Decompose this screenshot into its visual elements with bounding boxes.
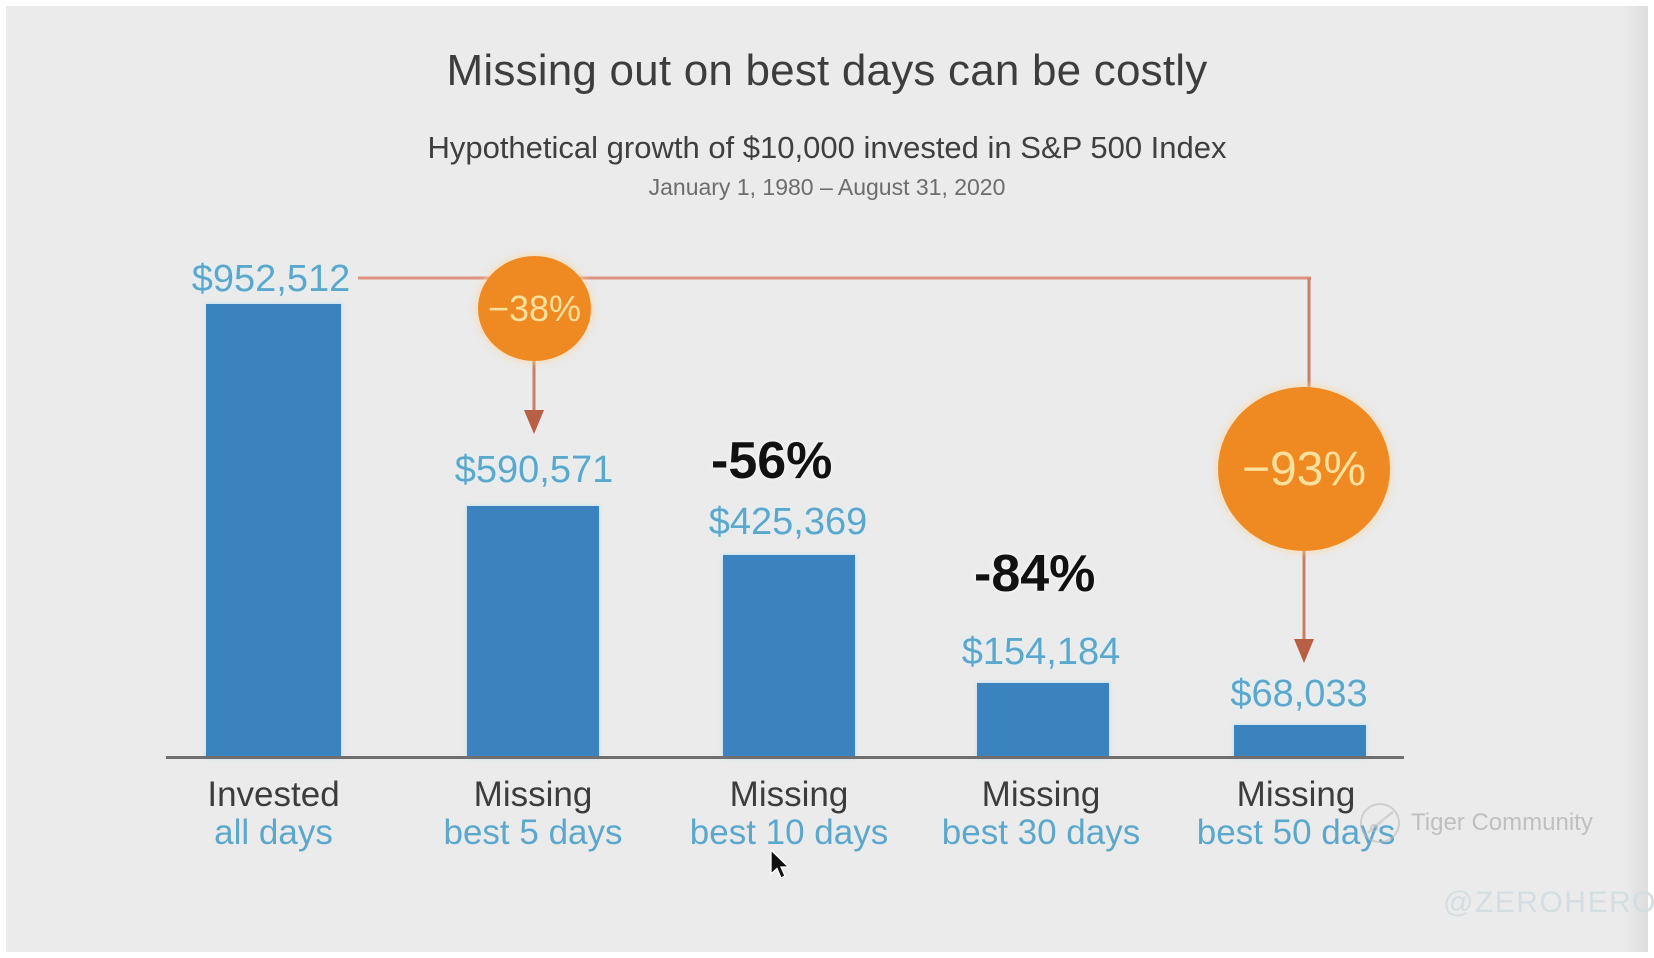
watermark-community-text: Tiger Community <box>1411 809 1593 836</box>
category-label-missing-best-5-days: Missing best 5 days <box>389 776 677 852</box>
bar-value-label: $952,512 <box>191 258 351 300</box>
bar-value-label: $590,571 <box>454 449 614 491</box>
category-label-missing-best-10-days: Missing best 10 days <box>645 776 933 852</box>
category-label-line1: Missing <box>729 775 849 814</box>
bar-missing-best-30-days[interactable] <box>977 683 1109 758</box>
category-label-line1: Invested <box>207 775 340 814</box>
bar-value-label: $154,184 <box>961 631 1121 673</box>
bar-value-label: $68,033 <box>1230 673 1368 715</box>
category-label-line1: Missing <box>1236 775 1356 814</box>
bar-value-label: $425,369 <box>708 501 868 543</box>
annotation-bubble-minus-93[interactable]: −93% <box>1218 387 1390 551</box>
category-label-line2: best 5 days <box>443 812 623 852</box>
bar-missing-best-50-days[interactable] <box>1234 725 1366 758</box>
chart-date-range: January 1, 1980 – August 31, 2020 <box>648 174 1006 200</box>
category-label-line1: Missing <box>981 775 1101 814</box>
chart-subtitle: Hypothetical growth of $10,000 invested … <box>427 130 1227 165</box>
tiger-circle-logo-icon <box>1360 803 1400 843</box>
category-label-line2: best 10 days <box>689 812 889 852</box>
watermark-tiger-community: Tiger Community <box>1358 801 1593 845</box>
annotation-bubble-minus-38[interactable]: −38% <box>478 256 591 361</box>
annotation-text-minus-84: -84% <box>974 545 1096 603</box>
category-label-invested-all-days: Invested all days <box>131 776 416 852</box>
bar-missing-best-5-days[interactable] <box>467 506 599 758</box>
x-axis-baseline <box>166 756 1404 759</box>
bar-missing-best-10-days[interactable] <box>723 555 855 758</box>
category-label-line2: best 30 days <box>941 812 1141 852</box>
mouse-cursor <box>770 849 791 879</box>
bar-invested-all-days[interactable] <box>206 304 341 758</box>
chart-title: Missing out on best days can be costly <box>446 46 1208 95</box>
watermark-handle-text: @ZEROHERO <box>1443 886 1654 919</box>
annotation-text-minus-56: -56% <box>711 432 833 490</box>
slide-canvas: Missing out on best days can be costly H… <box>6 6 1654 952</box>
right-edge-shading <box>1624 6 1648 952</box>
bar-chart-plot-area: $952,512 Invested all days $590,571 Miss… <box>6 6 1648 952</box>
category-label-line2: all days <box>214 812 333 852</box>
category-label-missing-best-30-days: Missing best 30 days <box>897 776 1185 852</box>
category-label-line1: Missing <box>473 775 593 814</box>
